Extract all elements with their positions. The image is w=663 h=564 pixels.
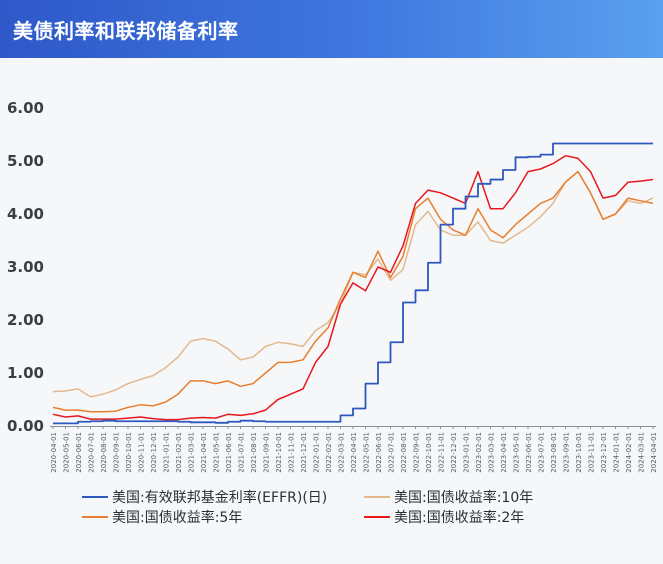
x-tick-label: 2024-03-01 (638, 432, 646, 473)
x-tick-label: 2021-11-01 (288, 432, 296, 473)
x-tick-label: 2021-01-01 (163, 432, 171, 473)
legend-label-effr: 美国:有效联邦基金利率(EFFR)(日) (112, 490, 328, 506)
series-line-5y (52, 170, 654, 413)
x-tick-label: 2022-10-01 (425, 432, 433, 473)
x-tick-label: 2023-11-01 (588, 432, 596, 473)
legend-swatch-2y (364, 516, 390, 518)
x-tick-label: 2022-05-01 (363, 432, 371, 473)
x-tick-label: 2021-12-01 (300, 432, 308, 473)
x-tick-label: 2021-08-01 (250, 432, 258, 473)
legend-item-5y: 美国:国债收益率:5年 (82, 507, 242, 527)
x-tick-label: 2023-02-01 (475, 432, 483, 473)
x-tick-label: 2023-05-01 (513, 432, 521, 473)
x-tick-label: 2020-04-01 (50, 432, 58, 473)
x-tick-label: 2021-02-01 (175, 432, 183, 473)
y-tick-label: 5.00 (7, 152, 44, 170)
x-tick-label: 2023-07-01 (538, 432, 546, 473)
chart-header: 美债利率和联邦储备利率 (0, 0, 663, 58)
x-tick-label: 2020-05-01 (63, 432, 71, 473)
x-tick-label: 2022-03-01 (338, 432, 346, 473)
x-tick-label: 2024-01-01 (613, 432, 621, 473)
legend-item-2y: 美国:国债收益率:2年 (364, 507, 524, 527)
x-tick-label: 2022-11-01 (438, 432, 446, 473)
x-axis: 2020-04-01 2020-05-01 2020-06-01 2020-07-01… (50, 426, 658, 473)
x-tick-label: 2023-04-01 (500, 432, 508, 473)
legend-label-5y: 美国:国债收益率:5年 (112, 510, 243, 526)
y-tick-label: 0.00 (7, 417, 44, 435)
x-tick-label: 2021-05-01 (213, 432, 221, 473)
legend-swatch-10y (364, 496, 390, 498)
x-tick-label: 2020-09-01 (113, 432, 121, 473)
y-tick-label: 6.00 (7, 99, 44, 117)
x-tick-label: 2022-07-01 (388, 432, 396, 473)
x-tick-label: 2021-04-01 (200, 432, 208, 473)
x-tick-label: 2020-06-01 (75, 432, 83, 473)
x-tick-label: 2023-03-01 (488, 432, 496, 473)
series-line-2y (52, 154, 654, 421)
x-tick-label: 2022-01-01 (313, 432, 321, 473)
x-tick-label: 2024-02-01 (625, 432, 633, 473)
series-layer (52, 142, 654, 425)
legend-swatch-5y (82, 516, 108, 518)
x-tick-label: 2020-11-01 (138, 432, 146, 473)
x-tick-label: 2023-12-01 (600, 432, 608, 473)
x-tick-label: 2021-07-01 (238, 432, 246, 473)
x-tick-label: 2020-12-01 (150, 432, 158, 473)
line-chart: 0.001.002.003.004.005.006.00 2020-04-01 2… (7, 99, 658, 473)
chart-title: 美债利率和联邦储备利率 (13, 19, 239, 43)
y-tick-label: 4.00 (7, 205, 44, 223)
x-tick-label: 2020-07-01 (88, 432, 96, 473)
x-tick-label: 2023-01-01 (463, 432, 471, 473)
x-tick-label: 2022-08-01 (400, 432, 408, 473)
x-tick-label: 2022-04-01 (350, 432, 358, 473)
legend-label-10y: 美国:国债收益率:10年 (394, 490, 534, 506)
x-tick-label: 2022-12-01 (450, 432, 458, 473)
x-tick-label: 2021-03-01 (188, 432, 196, 473)
x-tick-label: 2023-09-01 (563, 432, 571, 473)
x-tick-label: 2022-02-01 (325, 432, 333, 473)
y-tick-label: 2.00 (7, 311, 44, 329)
legend-swatch-effr (82, 496, 108, 498)
y-tick-label: 1.00 (7, 364, 44, 382)
x-tick-label: 2020-08-01 (100, 432, 108, 473)
y-tick-label: 3.00 (7, 258, 44, 276)
series-line-effr (53, 142, 653, 425)
x-tick-label: 2020-10-01 (125, 432, 133, 473)
legend-item-10y: 美国:国债收益率:10年 (364, 487, 533, 507)
x-tick-label: 2021-06-01 (225, 432, 233, 473)
x-tick-label: 2024-04-01 (650, 432, 658, 473)
x-tick-label: 2023-06-01 (525, 432, 533, 473)
legend-label-2y: 美国:国债收益率:2年 (394, 510, 525, 526)
x-tick-label: 2021-10-01 (275, 432, 283, 473)
legend-item-effr: 美国:有效联邦基金利率(EFFR)(日) (82, 487, 327, 507)
x-tick-label: 2023-08-01 (550, 432, 558, 473)
x-tick-label: 2023-10-01 (575, 432, 583, 473)
x-tick-label: 2021-09-01 (263, 432, 271, 473)
x-tick-label: 2022-09-01 (413, 432, 421, 473)
y-axis: 0.00 1.00 2.00 3.00 4.00 5.00 6.00 (7, 99, 44, 435)
x-tick-label: 2022-06-01 (375, 432, 383, 473)
